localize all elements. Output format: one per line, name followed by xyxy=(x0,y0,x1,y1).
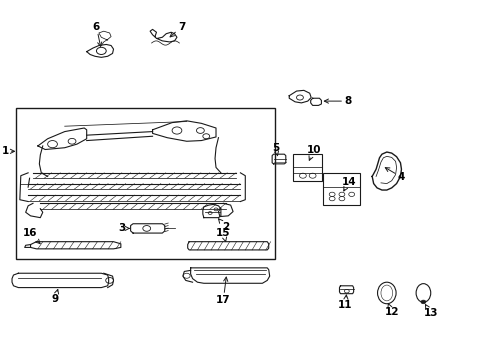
Text: 3: 3 xyxy=(119,224,129,233)
Text: 2: 2 xyxy=(219,219,229,232)
Text: 4: 4 xyxy=(385,168,405,182)
Text: 5: 5 xyxy=(272,143,279,156)
Text: 15: 15 xyxy=(216,228,231,242)
Text: 7: 7 xyxy=(170,22,186,37)
Text: 9: 9 xyxy=(51,289,59,304)
Text: 1: 1 xyxy=(1,146,15,156)
Text: 16: 16 xyxy=(23,228,40,244)
Bar xyxy=(323,173,360,205)
Text: 17: 17 xyxy=(216,277,231,305)
Text: 10: 10 xyxy=(306,145,321,160)
Text: 6: 6 xyxy=(93,22,102,46)
Text: 13: 13 xyxy=(423,305,438,318)
Bar xyxy=(16,108,274,259)
Text: 11: 11 xyxy=(338,295,353,310)
Circle shape xyxy=(421,300,426,304)
Text: 14: 14 xyxy=(342,177,356,191)
Text: 8: 8 xyxy=(324,96,351,106)
Bar xyxy=(293,154,322,181)
Text: 12: 12 xyxy=(385,303,399,317)
